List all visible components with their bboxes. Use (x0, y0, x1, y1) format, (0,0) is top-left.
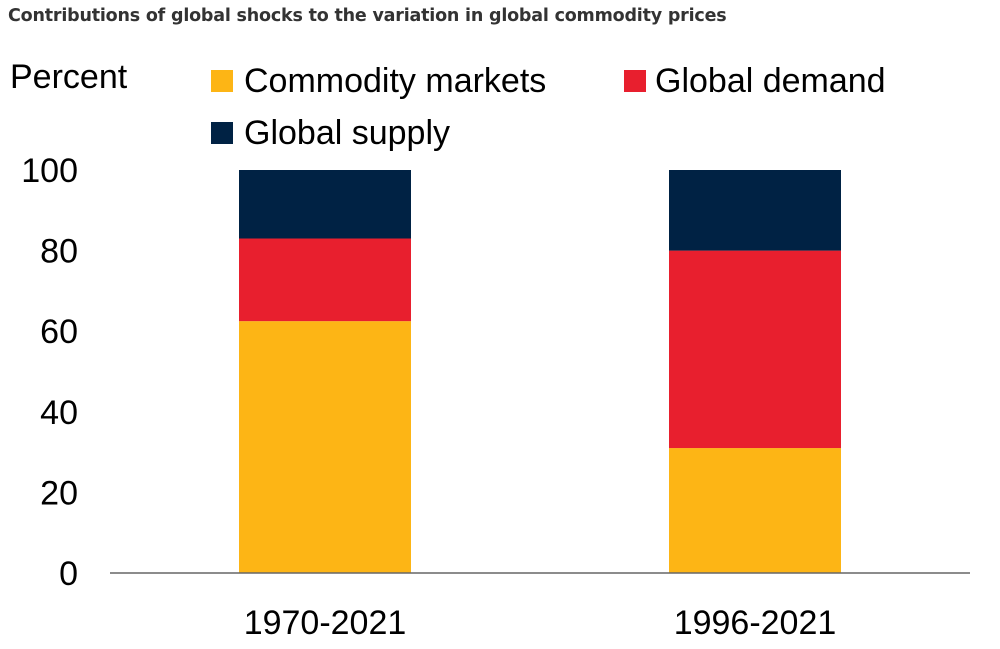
bar-1996-2021-commodity-markets (669, 448, 841, 573)
page-title: Contributions of global shocks to the va… (8, 6, 727, 26)
legend-swatch-global-supply (211, 122, 233, 144)
x-tick-label: 1970-2021 (244, 604, 407, 642)
bar-1970-2021-global-demand (239, 238, 411, 322)
bar-1996-2021-global-supply (669, 170, 841, 251)
bar-1996-2021-global-demand (669, 250, 841, 449)
y-axis-label: Percent (10, 58, 128, 96)
y-tick-label: 40 (40, 394, 78, 432)
y-tick-label: 100 (21, 152, 78, 190)
y-tick-label: 60 (40, 313, 78, 351)
legend-label-global-supply: Global supply (244, 114, 450, 152)
x-axis-ticks: 1970-2021 1996-2021 (244, 604, 837, 642)
bars (239, 170, 841, 573)
legend-label-global-demand: Global demand (655, 62, 886, 100)
y-tick-label: 0 (59, 555, 78, 593)
y-axis-ticks: 0 20 40 60 80 100 (21, 152, 78, 593)
y-tick-label: 20 (40, 474, 78, 512)
x-tick-label: 1996-2021 (674, 604, 837, 642)
bar-1970-2021-commodity-markets (239, 321, 411, 573)
legend-swatch-global-demand (624, 70, 646, 92)
legend-swatch-commodity-markets (211, 70, 233, 92)
legend: Commodity markets Global demand Global s… (211, 62, 886, 152)
bar-1970-2021-global-supply (239, 170, 411, 239)
legend-label-commodity-markets: Commodity markets (244, 62, 546, 100)
y-tick-label: 80 (40, 233, 78, 271)
